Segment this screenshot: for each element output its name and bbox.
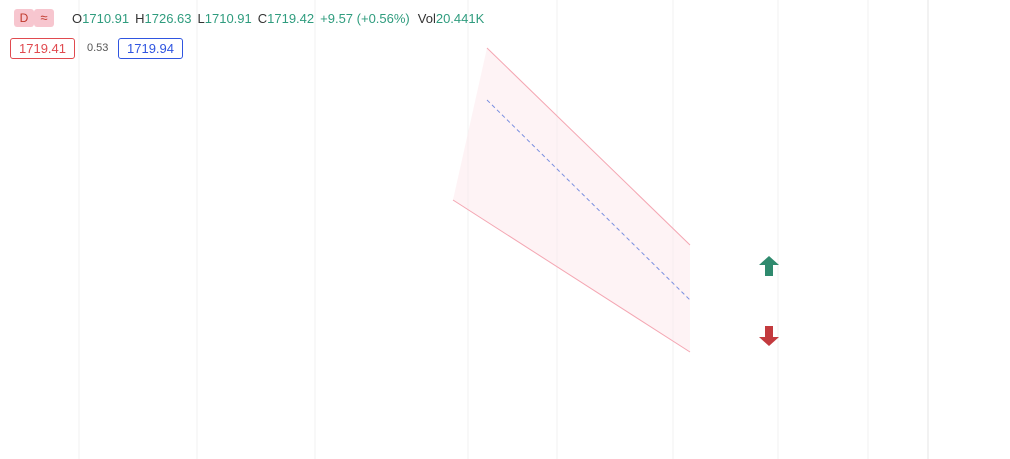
ohlc-value: 1719.42	[267, 11, 315, 26]
ohlc-row: O1710.91 H1726.63 L1710.91 C1719.42 +9.57 (+…	[72, 11, 484, 26]
volume: 20.441K	[435, 11, 485, 26]
channel-fill	[453, 48, 690, 352]
ohlc-label: L	[197, 11, 205, 26]
ohlc-value: 1726.63	[144, 11, 192, 26]
vertical-grid	[78, 0, 869, 459]
indicator-icon[interactable]: ≈	[34, 9, 54, 27]
change: +9.57 (+0.56%)	[320, 11, 410, 26]
ohlc-label: O	[72, 11, 83, 26]
header: D ≈ O1710.91 H1726.63 L1710.91 C1719.42 +9.5…	[0, 7, 640, 67]
down-arrow	[759, 326, 779, 346]
interval-badge[interactable]: D	[14, 9, 34, 27]
ohlc-value: 1710.91	[82, 11, 130, 26]
spread: 0.53	[87, 42, 109, 54]
ohlc-label: C	[257, 11, 268, 26]
channel-mid	[486, 99, 691, 301]
volume-label: Vol	[417, 11, 436, 26]
channel-lower	[452, 199, 691, 353]
up-arrow	[759, 256, 779, 276]
sell-price[interactable]: 1719.41	[10, 38, 75, 59]
channel-upper	[486, 47, 691, 246]
buy-price[interactable]: 1719.94	[118, 38, 183, 59]
ohlc-label: H	[135, 11, 145, 26]
ohlc-value: 1710.91	[204, 11, 252, 26]
